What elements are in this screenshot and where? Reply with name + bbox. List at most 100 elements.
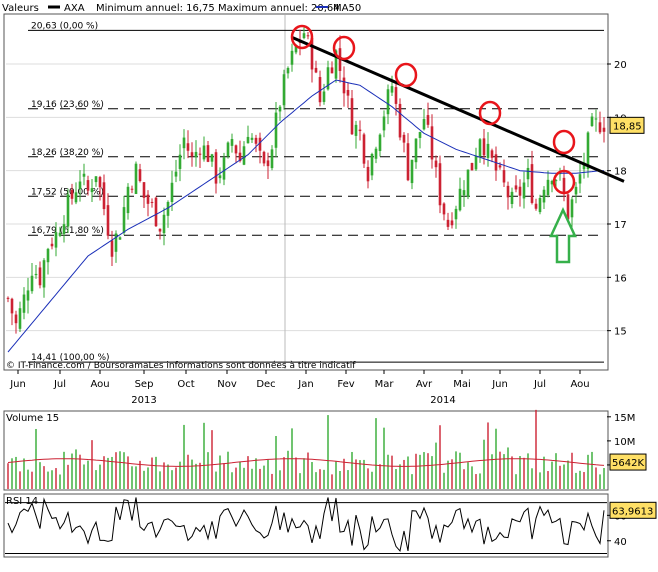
candle-body [474,155,478,170]
candle-body [346,89,350,96]
candle-body [434,160,438,168]
candle-body [358,129,362,132]
rsi-last-label: 63,9613 [612,506,653,517]
candle-body [54,232,58,248]
candle-body [598,122,602,133]
candle-body [202,145,206,160]
candle-body [22,294,26,313]
candle-body [238,152,242,162]
candle-body [174,171,178,177]
candle-body [142,182,146,198]
candle-body [78,181,82,189]
candle-body [162,214,166,234]
candle-body [278,106,282,112]
fibonacci-label: 16,79 (61,80 %) [31,226,104,236]
candle-body [590,116,594,127]
month-label: Dec [256,379,275,390]
candle-body [154,197,158,227]
candle-body [554,180,558,182]
candle-body [158,228,162,232]
volume-tick-label: 15M [614,413,635,424]
highlight-circle [290,24,314,50]
candle-body [66,194,70,227]
rsi-line [7,497,605,552]
candle-body [246,136,250,144]
highlight-circle [552,129,576,155]
candle-body [482,138,486,156]
candle-body [522,182,526,199]
ma50-line [7,79,604,353]
candle-body [418,132,422,138]
candle-body [250,137,254,140]
highlight-circle [332,35,356,61]
price-tick-label: 16 [614,273,627,284]
candle-body [214,152,218,184]
candle-body [18,308,22,329]
credit-text: © IT-Finance.com / BoursoramaLes informa… [6,360,356,371]
candle-body [498,165,502,168]
candle-body [382,116,386,131]
month-label: Aou [90,379,109,390]
highlight-circle [394,62,418,88]
month-label: Aou [570,379,589,390]
candle-body [542,189,546,203]
candle-body [486,143,490,158]
candle-body [98,177,102,188]
fibonacci-label: 20,63 (0,00 %) [31,21,98,31]
candle-body [254,137,258,144]
highlight-circle [552,169,576,195]
candle-body [414,138,418,163]
candle-body [506,185,510,198]
candle-body [294,45,298,53]
candle-body [398,103,402,138]
price-y-axis: 15161718192018,85 [607,60,645,338]
highlight-circles [290,24,576,195]
candle-body [182,137,186,149]
month-label: Sep [135,379,154,390]
price-tick-label: 15 [614,327,627,338]
candle-body [62,224,66,234]
legend: Valeurs AXA Minimum annuel: 16,75 Maximu… [2,3,361,14]
candle-body [10,298,14,314]
candle-body [126,186,130,214]
month-label: Jul [53,379,66,390]
candle-body [538,198,542,213]
candle-body [230,139,234,146]
candle-body [186,143,190,151]
candle-body [106,205,110,236]
candle-body [270,149,274,169]
candle-body [402,134,406,143]
volume-title: Volume 15 [6,413,59,424]
fibonacci-label: 19,16 (23,60 %) [31,100,104,110]
candle-body [562,177,566,195]
candle-body [458,188,462,211]
x-axis: Jun Jul Aou Sep Oct Nov Dec Jan Fev Mar Avr Mai Jun J… [9,370,590,406]
candle-body [242,146,246,165]
rsi-panel-frame [3,493,609,558]
candle-body [330,67,334,74]
candle-body [206,145,210,162]
month-label: Avr [416,379,433,390]
candle-body [602,127,606,132]
candle-body [34,273,38,276]
candle-body [570,199,574,218]
candle-body [70,189,74,199]
candle-body [310,37,314,70]
volume-average-line [7,458,605,467]
candle-body [38,267,42,286]
candle-body [94,176,98,183]
month-label: Jun [491,379,508,390]
candle-body [86,180,90,191]
candle-body [514,185,518,190]
month-label: Jun [9,379,26,390]
candle-body [74,192,78,203]
month-label: Jan [297,379,313,390]
candle-body [518,186,522,196]
candle-body [178,154,182,169]
fibonacci-label: 17,52 (50,00 %) [31,187,104,197]
highlight-circle [478,100,502,126]
candle-body [438,163,442,206]
candle-body [426,115,430,125]
candle-body [406,143,410,181]
candle-body [378,134,382,151]
